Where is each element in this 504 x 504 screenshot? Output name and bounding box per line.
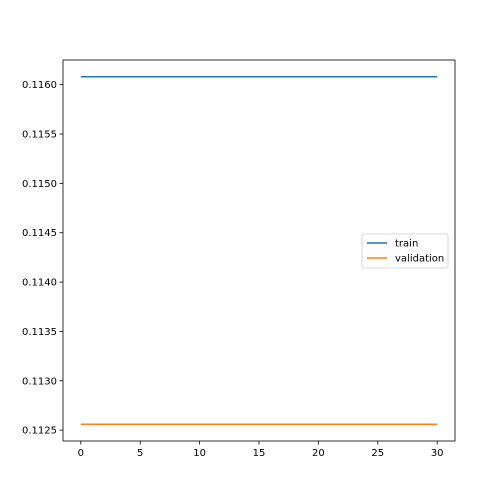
x-tick-label: 10 [193, 448, 206, 459]
x-tick-label: 5 [137, 448, 143, 459]
y-tick-label: 0.1150 [22, 179, 57, 190]
x-tick-label: 0 [78, 448, 84, 459]
x-tick-label: 25 [371, 448, 384, 459]
legend: train validation [361, 233, 449, 269]
y-tick-label: 0.1130 [22, 376, 57, 387]
legend-label-train: train [395, 239, 418, 250]
y-tick-label: 0.1145 [22, 228, 57, 239]
y-tick-label: 0.1135 [22, 327, 57, 338]
axes-layer: 0 5 10 15 20 25 30 0.1125 0.1130 0.1135 0.1140 0.11… [22, 59, 456, 459]
y-tick-label: 0.1155 [22, 130, 57, 141]
x-tick-label: 20 [312, 448, 325, 459]
y-tick-label: 0.1125 [22, 426, 57, 437]
y-tick-label: 0.1140 [22, 278, 57, 289]
series-layer [80, 76, 438, 425]
x-tick-label: 15 [253, 448, 266, 459]
y-tick-label: 0.1160 [22, 80, 57, 91]
legend-label-validation: validation [395, 254, 444, 265]
x-tick-label: 30 [431, 448, 444, 459]
